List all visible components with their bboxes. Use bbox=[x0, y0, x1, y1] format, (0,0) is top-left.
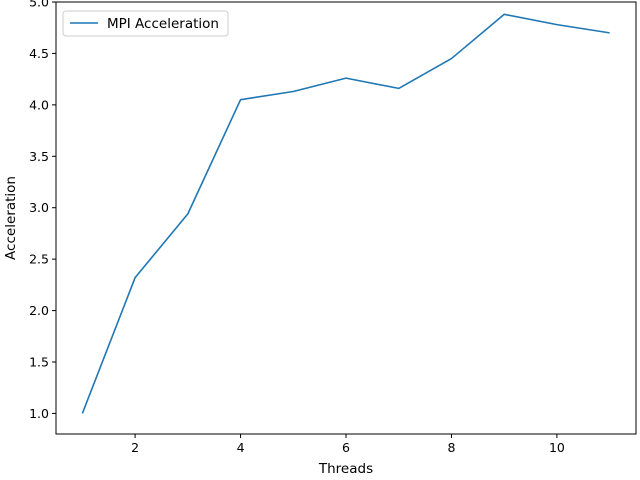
y-tick-label: 4.0 bbox=[29, 97, 49, 112]
y-tick-label: 4.5 bbox=[29, 46, 49, 61]
x-tick-label: 8 bbox=[447, 440, 455, 455]
x-tick-label: 6 bbox=[342, 440, 350, 455]
legend-box bbox=[62, 10, 229, 37]
series-layer bbox=[81, 13, 610, 414]
y-tick-label: 1.0 bbox=[29, 406, 49, 421]
x-ticks: 2 4 6 8 10 bbox=[131, 434, 565, 455]
x-axis-label: Threads bbox=[318, 461, 373, 477]
x-tick-label: 10 bbox=[549, 440, 565, 455]
y-axis-label: Acceleration bbox=[3, 176, 19, 260]
y-tick-label: 3.0 bbox=[29, 200, 49, 215]
x-tick-label: 4 bbox=[237, 440, 245, 455]
plot-area bbox=[55, 1, 637, 435]
y-tick-label: 5.0 bbox=[29, 0, 49, 10]
y-tick-label: 1.5 bbox=[29, 355, 49, 370]
series-line-0 bbox=[81, 13, 610, 414]
x-tick-label: 2 bbox=[131, 440, 139, 455]
y-tick-label: 2.0 bbox=[29, 303, 49, 318]
legend: MPI Acceleration bbox=[62, 10, 229, 37]
y-ticks: 1.0 1.5 2.0 2.5 3.0 3.5 4.0 4.5 5.0 bbox=[29, 0, 56, 421]
y-tick-label: 2.5 bbox=[29, 252, 49, 267]
legend-label-mpi-acceleration: MPI Acceleration bbox=[107, 16, 219, 32]
y-tick-label: 3.5 bbox=[29, 149, 49, 164]
